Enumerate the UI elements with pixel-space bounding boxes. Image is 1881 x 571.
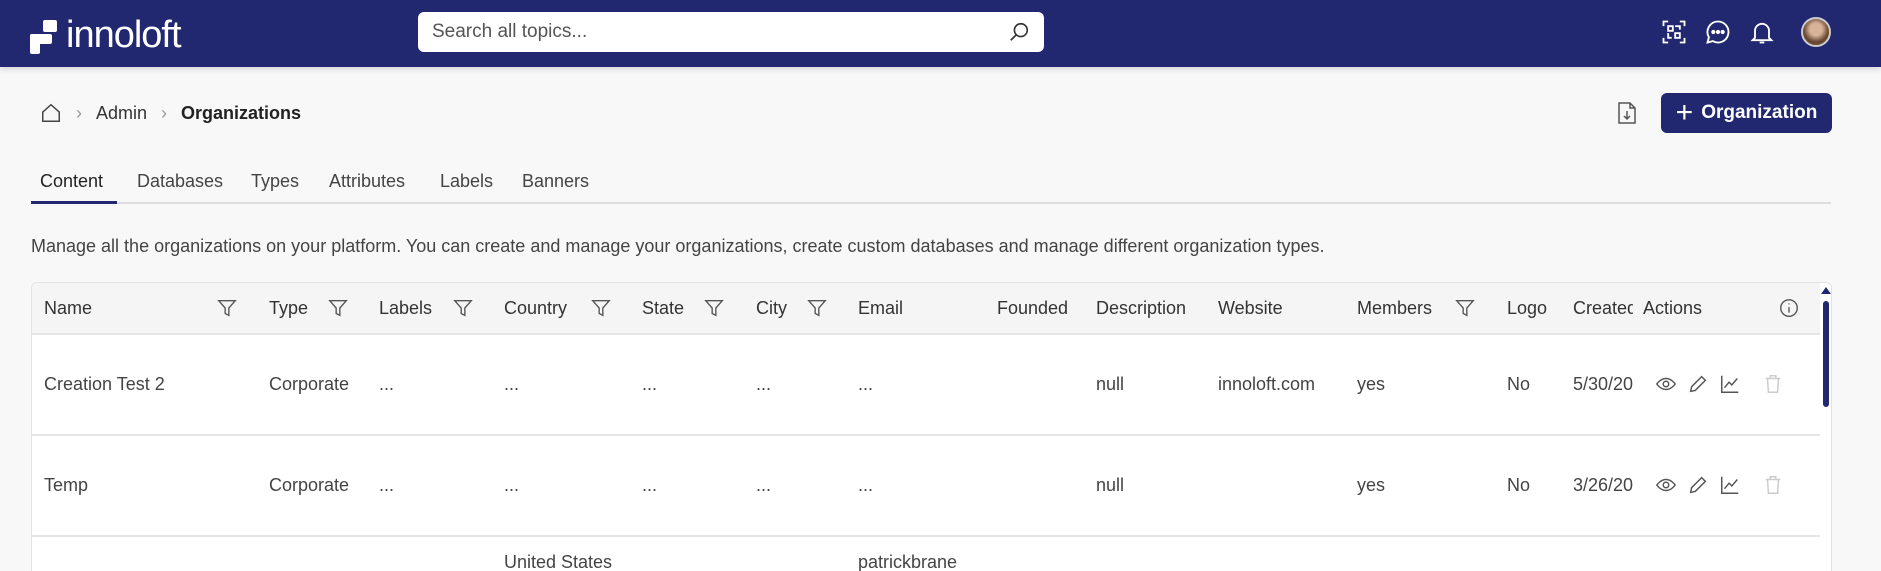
cell-country: ...: [504, 475, 520, 495]
logo-mark-icon: [30, 18, 60, 54]
filter-icon[interactable]: [806, 297, 828, 319]
chat-icon[interactable]: [1704, 18, 1732, 46]
cell-description: null: [1096, 475, 1125, 495]
col-actions: Actions: [1643, 298, 1703, 318]
col-logo[interactable]: Logo: [1507, 298, 1548, 318]
cell-members: yes: [1357, 374, 1386, 394]
tab-banners[interactable]: Banners: [522, 171, 590, 191]
filter-icon[interactable]: [327, 297, 349, 319]
search-placeholder: Search all topics...: [432, 21, 588, 42]
cell-created: 3/26/20: [1573, 475, 1633, 495]
cell-type: Corporate: [269, 374, 350, 394]
analytics-chart-icon[interactable]: [1719, 373, 1741, 395]
chevron-right-icon: ›: [76, 102, 82, 123]
top-navbar: innoloft Search all topics...: [0, 0, 1881, 67]
search-icon[interactable]: [1008, 21, 1030, 43]
filter-icon[interactable]: [452, 297, 474, 319]
tab-bar: Content Databases Types Attributes Label…: [31, 168, 1831, 204]
tab-content[interactable]: Content: [40, 171, 104, 191]
tab-databases[interactable]: Databases: [137, 171, 224, 191]
cell-country: United States: [504, 554, 613, 571]
filter-icon[interactable]: [703, 297, 725, 319]
breadcrumb: › Admin › Organizations: [40, 102, 301, 124]
col-created[interactable]: Created: [1573, 298, 1633, 318]
col-city[interactable]: City: [756, 298, 787, 318]
filter-icon[interactable]: [1454, 297, 1476, 319]
col-state[interactable]: State: [642, 298, 685, 318]
view-eye-icon[interactable]: [1655, 474, 1677, 496]
qr-scan-icon[interactable]: [1660, 18, 1688, 46]
bell-icon[interactable]: [1748, 18, 1776, 46]
tab-types[interactable]: Types: [251, 171, 300, 191]
cell-description: null: [1096, 374, 1125, 394]
organizations-table: Name Type Labels Country State City Emai…: [31, 282, 1832, 571]
breadcrumb-admin[interactable]: Admin: [96, 102, 148, 123]
innoloft-logo[interactable]: innoloft: [30, 14, 182, 57]
cell-email: patrickbrane: [858, 554, 958, 571]
delete-trash-icon[interactable]: [1762, 474, 1784, 496]
chevron-right-icon: ›: [161, 102, 168, 123]
cell-logo: No: [1507, 374, 1531, 394]
add-organization-button[interactable]: + Organization: [1661, 93, 1832, 133]
logo-text: innoloft: [66, 14, 182, 56]
plus-icon: +: [1675, 96, 1694, 129]
info-icon[interactable]: [1778, 297, 1800, 319]
table-row[interactable]: United States patrickbrane: [32, 537, 1820, 571]
analytics-chart-icon[interactable]: [1719, 474, 1741, 496]
scroll-up-arrow[interactable]: [1821, 287, 1831, 294]
cell-country: ...: [504, 374, 520, 394]
tab-attributes[interactable]: Attributes: [329, 171, 406, 191]
edit-pencil-icon[interactable]: [1687, 373, 1709, 395]
view-eye-icon[interactable]: [1655, 373, 1677, 395]
cell-city: ...: [756, 374, 772, 394]
cell-city: ...: [756, 475, 772, 495]
col-country[interactable]: Country: [504, 298, 568, 318]
cell-state: ...: [642, 475, 658, 495]
cell-state: ...: [642, 374, 658, 394]
search-input[interactable]: Search all topics...: [418, 12, 1044, 52]
page-description: Manage all the organizations on your pla…: [31, 236, 1325, 256]
add-organization-label: Organization: [1701, 102, 1818, 123]
cell-email: ...: [858, 374, 874, 394]
table-row[interactable]: Temp Corporate ... ... ... ... ... null …: [32, 436, 1820, 537]
active-tab-indicator: [31, 201, 117, 204]
filter-icon[interactable]: [216, 297, 238, 319]
table-header: Name Type Labels Country State City Emai…: [32, 283, 1820, 335]
cell-email: ...: [858, 475, 874, 495]
cell-type: Corporate: [269, 475, 350, 495]
cell-labels: ...: [379, 374, 395, 394]
cell-members: yes: [1357, 475, 1386, 495]
delete-trash-icon[interactable]: [1762, 373, 1784, 395]
table-row[interactable]: Creation Test 2 Corporate ... ... ... ..…: [32, 335, 1820, 436]
breadcrumb-current: Organizations: [181, 102, 302, 123]
cell-name[interactable]: Creation Test 2: [44, 374, 165, 394]
table-scrollbar[interactable]: [1823, 301, 1829, 407]
cell-logo: No: [1507, 475, 1531, 495]
user-avatar[interactable]: [1801, 17, 1831, 47]
col-name[interactable]: Name: [44, 298, 93, 318]
col-email[interactable]: Email: [858, 298, 904, 318]
filter-icon[interactable]: [590, 297, 612, 319]
col-founded[interactable]: Founded: [997, 298, 1069, 318]
tab-labels[interactable]: Labels: [440, 171, 494, 191]
edit-pencil-icon[interactable]: [1687, 474, 1709, 496]
cell-name[interactable]: Temp: [44, 475, 89, 495]
col-description[interactable]: Description: [1096, 298, 1187, 318]
col-labels[interactable]: Labels: [379, 298, 433, 318]
cell-created: 5/30/20: [1573, 374, 1633, 394]
cell-labels: ...: [379, 475, 395, 495]
col-website[interactable]: Website: [1218, 298, 1283, 318]
col-members[interactable]: Members: [1357, 298, 1433, 318]
export-file-icon[interactable]: [1616, 101, 1638, 125]
cell-website: innoloft.com: [1218, 374, 1316, 394]
home-icon[interactable]: [40, 102, 62, 124]
col-type[interactable]: Type: [269, 298, 309, 318]
